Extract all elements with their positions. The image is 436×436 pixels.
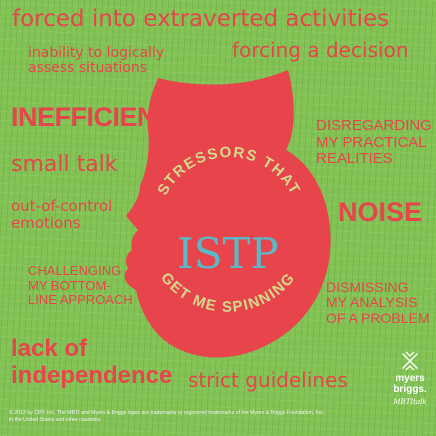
stressor-dismissing-line2: MY ANALYSIS	[326, 294, 418, 311]
logo-word-mbtitalk: MBTItalk	[393, 398, 427, 406]
copyright-line2: in the United States and other countries…	[9, 417, 102, 424]
stressor-disregarding: DISREGARDING MY PRACTICAL REALITIES	[316, 117, 432, 168]
stressor-out-of-control-line1: out-of-control	[11, 197, 113, 215]
stressor-challenging-line2: MY BOTTOM-	[28, 277, 111, 293]
stressor-dismissing-line3: OF A PROBLEM	[326, 309, 430, 326]
head-shape	[124, 70, 331, 358]
stressor-strict-guidelines: strict guidelines	[188, 368, 348, 392]
stressor-out-of-control-line2: emotions	[11, 214, 81, 233]
logo-word-briggs: briggs.	[393, 384, 427, 395]
myers-briggs-logo-icon	[402, 351, 418, 371]
stressor-forced-extraverted: forced into extraverted activities	[12, 6, 390, 32]
stressor-dismissing-line1: DISMISSING	[326, 279, 409, 295]
stressor-inefficiency: INEFFICIENCY	[11, 102, 193, 132]
stressor-challenging-line1: CHALLENGING	[28, 263, 122, 278]
stressor-inability-line2: assess situations	[28, 60, 148, 77]
stressor-small-talk: small talk	[11, 152, 118, 177]
stressor-lack-line1: lack of	[11, 335, 88, 362]
stressor-disregarding-line3: REALITIES	[316, 150, 393, 167]
stressor-forcing-decision: forcing a decision	[232, 38, 409, 62]
logo-word-myers: myers	[395, 373, 425, 384]
stressor-noise: NOISE	[338, 197, 423, 227]
stressor-lack-line2: independence	[11, 361, 173, 389]
stressor-out-of-control: out-of-control emotions	[11, 197, 113, 233]
stressor-dismissing: DISMISSING MY ANALYSIS OF A PROBLEM	[326, 279, 430, 326]
copyright-footer: © 2013 by CPP, Inc. The MBTI and Myers &…	[9, 410, 389, 424]
type-label: ISTP	[177, 229, 279, 278]
stressor-disregarding-line1: DISREGARDING	[316, 117, 432, 134]
myers-briggs-logo[interactable]: myers briggs. MBTItalk	[388, 351, 432, 417]
stressor-inability-line1: inability to logically	[28, 45, 165, 61]
stressor-disregarding-line2: MY PRACTICAL	[316, 133, 427, 151]
stressor-challenging-line3: LINE APPROACH	[28, 292, 133, 308]
stressor-inability: inability to logically assess situations	[28, 45, 165, 77]
copyright-line1: © 2013 by CPP, Inc. The MBTI and Myers &…	[9, 410, 326, 416]
stressor-challenging: CHALLENGING MY BOTTOM- LINE APPROACH	[28, 263, 133, 308]
stressor-lack-of-independence: lack of independence	[11, 335, 173, 390]
